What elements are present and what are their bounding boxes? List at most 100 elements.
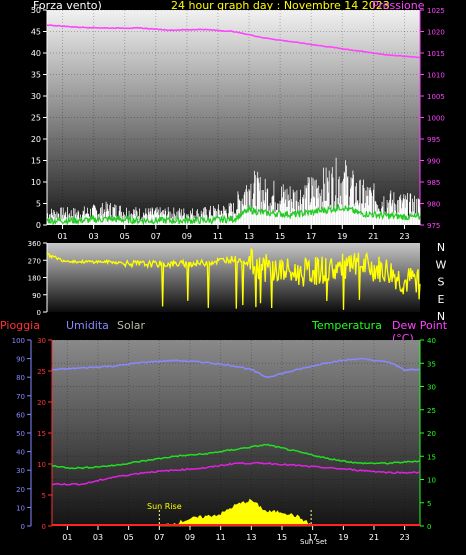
rain-legend: Pioggia	[0, 319, 40, 332]
temperature-tick-label: 40	[427, 337, 436, 345]
humidity-tick-label: 90	[16, 356, 25, 364]
sunrise-label: Sun Rise	[147, 502, 182, 511]
humidity-line	[51, 357, 421, 379]
pressure-axis-title: Pressione	[372, 0, 425, 12]
x-tick-label: 11	[216, 533, 226, 542]
solar-area	[159, 498, 313, 527]
x-tick-label: 13	[246, 533, 256, 542]
wind-pressure-plot-area	[47, 10, 420, 225]
x-tick-label: 17	[306, 232, 316, 241]
x-tick-label: 07	[151, 232, 161, 241]
humidity-tick-label: 0	[21, 523, 25, 531]
x-tick-label: 19	[338, 533, 348, 542]
direction-tick-label: 270	[28, 257, 41, 265]
x-tick-label: 01	[62, 533, 72, 542]
x-tick-label: 17	[308, 533, 318, 542]
temperature-tick-label: 5	[427, 500, 431, 508]
rain-tick-label: 5	[42, 492, 46, 500]
climate-plot-area	[52, 340, 420, 526]
wind-tick-label: 10	[31, 178, 41, 187]
x-tick-label: 21	[368, 232, 378, 241]
temperature-tick-label: 35	[427, 360, 436, 368]
direction-tick-label: 90	[32, 292, 41, 300]
pressure-tick-label: 1005	[427, 93, 445, 101]
direction-tick-label: 360	[28, 240, 41, 248]
x-tick-label: 09	[185, 533, 195, 542]
wind-tick-label: 5	[36, 200, 41, 209]
x-tick-label: 21	[369, 533, 379, 542]
humidity-tick-label: 50	[16, 430, 25, 438]
rain-tick-label: 10	[37, 461, 46, 469]
pressure-tick-label: 1000	[427, 115, 445, 123]
wind-tick-label: 15	[31, 157, 41, 166]
humidity-tick-label: 70	[16, 393, 25, 401]
compass-label: N	[437, 241, 445, 254]
solar-legend: Solar	[117, 319, 146, 332]
x-tick-label: 01	[57, 232, 67, 241]
direction-tick-label: 180	[28, 275, 41, 283]
sunset-label: Sun Set	[300, 538, 327, 546]
x-tick-label: 05	[124, 533, 134, 542]
x-tick-label: 03	[89, 232, 99, 241]
wind-direction-line	[46, 247, 421, 310]
dewpoint-line	[51, 461, 421, 486]
temperature-tick-label: 25	[427, 407, 436, 415]
x-tick-label: 07	[154, 533, 164, 542]
rain-tick-label: 20	[37, 399, 46, 407]
wind-tick-label: 45	[31, 28, 41, 37]
rain-tick-label: 15	[37, 430, 46, 438]
compass-label: N	[437, 310, 445, 323]
x-tick-label: 03	[93, 533, 103, 542]
temperature-tick-label: 10	[427, 477, 436, 485]
temperature-legend: Temperatura	[312, 319, 382, 332]
wind-tick-label: 35	[31, 71, 41, 80]
wind-tick-label: 20	[31, 135, 41, 144]
temperature-tick-label: 20	[427, 430, 436, 438]
x-tick-label: 11	[213, 232, 223, 241]
x-tick-label: 09	[182, 232, 192, 241]
pressure-tick-label: 980	[427, 201, 440, 209]
humidity-tick-label: 60	[16, 411, 25, 419]
temperature-tick-label: 30	[427, 384, 436, 392]
pressure-tick-label: 1020	[427, 29, 445, 37]
direction-plot-area	[47, 243, 420, 312]
compass-label: S	[438, 276, 445, 289]
x-tick-label: 13	[244, 232, 254, 241]
rain-tick-label: 30	[37, 337, 46, 345]
x-tick-label: 23	[400, 533, 410, 542]
wind-average-line	[46, 204, 421, 226]
pressure-tick-label: 975	[427, 222, 440, 230]
x-tick-label: 05	[120, 232, 130, 241]
wind-tick-label: 0	[36, 221, 41, 230]
rain-tick-label: 25	[37, 368, 46, 376]
pressure-tick-label: 1025	[427, 7, 445, 15]
humidity-tick-label: 20	[16, 486, 25, 494]
humidity-tick-label: 30	[16, 467, 25, 475]
humidity-tick-label: 80	[16, 374, 25, 382]
temperature-tick-label: 15	[427, 453, 436, 461]
x-tick-label: 19	[337, 232, 347, 241]
wind-tick-label: 50	[31, 6, 41, 15]
humidity-tick-label: 100	[12, 337, 25, 345]
x-tick-label: 15	[277, 533, 287, 542]
pressure-tick-label: 995	[427, 136, 440, 144]
x-tick-label: 23	[399, 232, 409, 241]
humidity-tick-label: 10	[16, 504, 25, 512]
pressure-line	[46, 24, 420, 59]
x-tick-label: 15	[275, 232, 285, 241]
wind-tick-label: 40	[31, 49, 41, 58]
temperature-tick-label: 0	[427, 523, 431, 531]
humidity-tick-label: 40	[16, 449, 25, 457]
humidity-legend: Umidita	[66, 319, 109, 332]
temperature-line	[51, 443, 421, 470]
compass-label: E	[438, 293, 445, 306]
rain-tick-label: 0	[42, 523, 46, 531]
pressure-tick-label: 1010	[427, 72, 445, 80]
pressure-tick-label: 985	[427, 179, 440, 187]
graph-date-title: 24 hour graph day : Novembre 14 2023	[171, 0, 390, 12]
wind-axis-title: Forza vento)	[33, 0, 102, 12]
direction-tick-label: 0	[37, 309, 41, 317]
wind-tick-label: 25	[31, 114, 41, 123]
pressure-tick-label: 990	[427, 158, 440, 166]
